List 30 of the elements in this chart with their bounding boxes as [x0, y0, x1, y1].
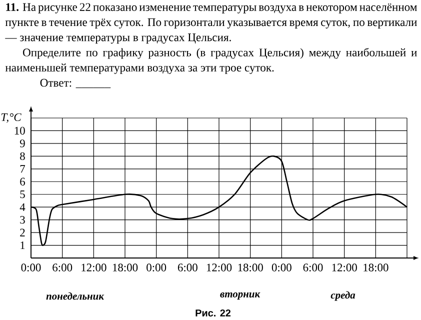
x-tick-label: 0:00 — [146, 264, 166, 272]
x-tick-label: 18:00 — [364, 264, 388, 272]
y-tick-label: 6 — [20, 178, 26, 186]
y-tick-label: 1 — [20, 241, 25, 250]
text: понедельник — [46, 292, 104, 300]
x-tick-label: 6:00 — [178, 264, 198, 272]
y-tick-label: 2 — [20, 228, 25, 236]
y-tick-label: 5 — [20, 190, 25, 198]
text: среда — [330, 291, 356, 301]
text: вторник — [220, 292, 260, 300]
x-tick-label: 12:00 — [82, 264, 106, 272]
text: Ответ: ______ — [40, 78, 111, 88]
chart-title: 11. На рисунке 22 показано изменение температуры воздуха в некотором населённом пункте в течение трёх суток. По горизонтали указывается время суток, по вертикали — значение температуры в градусах Цельсия. — [5, 3, 417, 44]
chart-subtitle: Определите по графику разность (в градусах Цельсия) между наибольшей и наименьшей температурами воздуха за эти трое суток. — [5, 48, 417, 74]
y-tick-label: 7 — [20, 165, 26, 173]
x-tick-label: 0:00 — [272, 264, 292, 272]
x-tick-label: 18:00 — [238, 264, 263, 272]
y-tick-label: 3 — [20, 216, 25, 224]
y-axis-title: T,°C — [1, 113, 22, 123]
y-tick-label: 4 — [20, 203, 26, 211]
y-tick-label: 9 — [20, 140, 25, 148]
x-tick-label: 0:00 — [21, 264, 41, 272]
x-tick-label: 6:00 — [303, 264, 323, 272]
x-tick-label: 12:00 — [206, 264, 232, 272]
x-tick-label: 12:00 — [332, 264, 357, 272]
x-tick-label: 6:00 — [52, 264, 72, 272]
x-tick-label: 18:00 — [112, 264, 138, 272]
y-tick-label: 10 — [14, 126, 25, 135]
y-tick-label: 8 — [20, 152, 25, 160]
text: Рис. 22 — [196, 309, 231, 317]
